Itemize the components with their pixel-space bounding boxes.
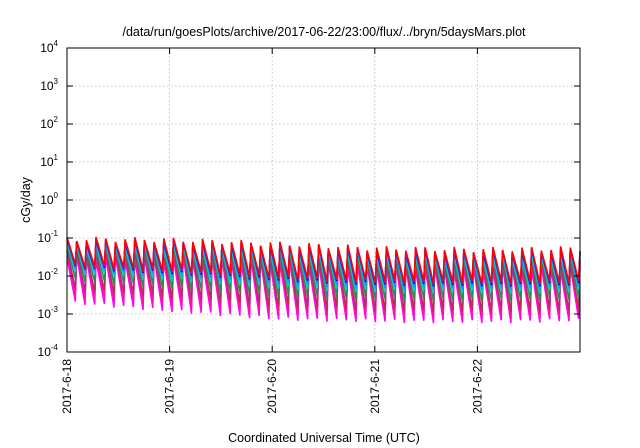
y-tick-label: 100 [40,191,58,207]
y-tick-base: 10 [38,345,52,359]
x-tick-label: 2017-6-22 [470,359,484,414]
y-tick-base: 10 [40,155,54,169]
y-tick-base: 10 [40,193,54,207]
y-tick-exponent: -1 [51,229,59,238]
y-tick-exponent: -2 [51,267,59,276]
y-tick-exponent: 1 [54,153,59,162]
grid [67,48,580,352]
x-axis-title: Coordinated Universal Time (UTC) [228,431,420,445]
series-layer [66,236,581,324]
y-axis-title: cGy/day [19,176,33,223]
x-tick-label: 2017-6-20 [265,359,279,414]
y-tick-base: 10 [38,307,52,321]
y-tick-base: 10 [40,79,54,93]
y-tick-base: 10 [40,117,54,131]
y-tick-exponent: 3 [54,77,59,86]
y-tick-label: 10-3 [38,305,59,321]
y-tick-label: 10-1 [38,229,59,245]
y-tick-exponent: -4 [51,343,59,352]
x-tick-label: 2017-6-21 [368,359,382,414]
y-tick-base: 10 [40,41,54,55]
x-tick-label: 2017-6-19 [163,359,177,414]
y-tick-label: 101 [40,153,58,169]
x-axis: 2017-6-18 2017-6-19 2017-6-20 2017-6-21 2017… [60,48,484,414]
y-tick-label: 104 [40,39,58,55]
chart-title: /data/run/goesPlots/archive/2017-06-22/2… [122,25,526,39]
y-tick-label: 10-4 [38,343,59,359]
y-tick-label: 103 [40,77,58,93]
y-tick-base: 10 [38,269,52,283]
y-tick-exponent: 2 [54,115,59,124]
series-line-9 [66,236,581,285]
y-tick-exponent: -3 [51,305,59,314]
y-tick-exponent: 4 [54,39,59,48]
y-tick-label: 102 [40,115,58,131]
x-tick-label: 2017-6-18 [60,359,74,414]
y-tick-label: 10-2 [38,267,59,283]
y-tick-exponent: 0 [54,191,59,200]
y-tick-base: 10 [38,231,52,245]
